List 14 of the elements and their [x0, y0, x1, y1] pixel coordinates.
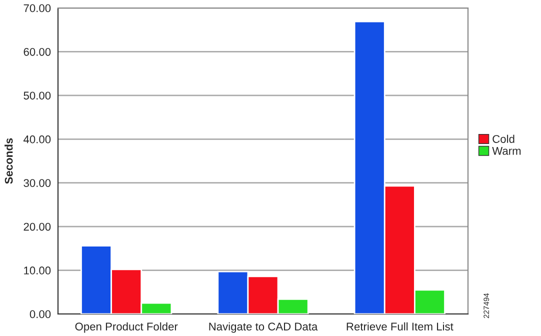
legend-label: Warm — [492, 147, 521, 155]
y-tick-label: 70.00 — [24, 4, 51, 12]
y-tick-label: 30.00 — [24, 179, 51, 187]
y-tick-label: 50.00 — [24, 92, 51, 100]
y-tick-label: 20.00 — [24, 222, 51, 231]
y-tick-label: 60.00 — [24, 48, 51, 56]
y-tick-label: 10.00 — [24, 266, 51, 274]
y-axis-title: Seconds — [4, 138, 13, 184]
y-tick-label: 0.00 — [30, 310, 51, 318]
x-tick-label: Open Product Folder — [75, 322, 178, 333]
x-tick-label: Retrieve Full Item List — [346, 322, 454, 330]
legend-label: Cold — [492, 134, 514, 143]
y-tick-label: 40.00 — [24, 135, 51, 144]
x-tick-label: Navigate to CAD Data — [209, 322, 318, 333]
